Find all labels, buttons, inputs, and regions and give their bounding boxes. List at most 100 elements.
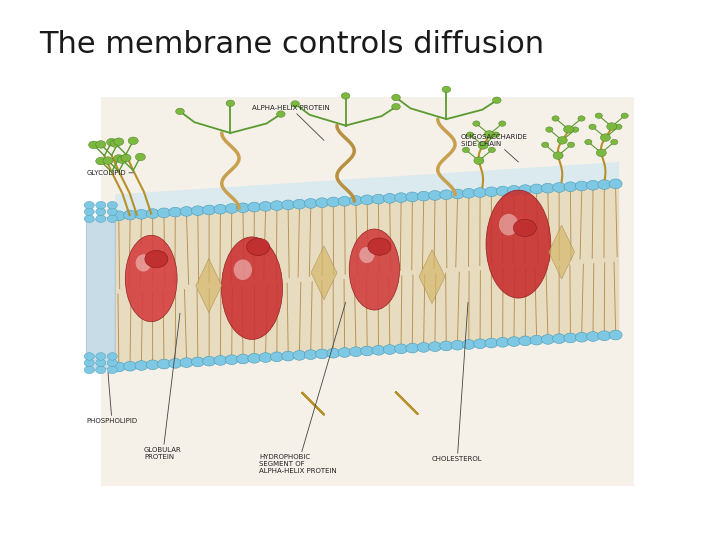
Circle shape bbox=[392, 94, 400, 101]
Circle shape bbox=[462, 147, 469, 153]
Circle shape bbox=[168, 207, 181, 217]
Circle shape bbox=[158, 208, 171, 218]
Polygon shape bbox=[419, 249, 445, 303]
Circle shape bbox=[96, 215, 106, 222]
Circle shape bbox=[135, 361, 148, 370]
Circle shape bbox=[168, 359, 181, 368]
Circle shape bbox=[615, 124, 622, 130]
Circle shape bbox=[485, 187, 498, 197]
Circle shape bbox=[246, 238, 269, 255]
Circle shape bbox=[596, 149, 606, 157]
Circle shape bbox=[406, 192, 419, 202]
Polygon shape bbox=[311, 246, 337, 300]
Circle shape bbox=[237, 354, 250, 364]
Polygon shape bbox=[86, 216, 115, 373]
Ellipse shape bbox=[349, 229, 400, 310]
Circle shape bbox=[492, 132, 500, 137]
Circle shape bbox=[315, 349, 328, 359]
Bar bbox=[101, 97, 634, 486]
Circle shape bbox=[214, 204, 227, 214]
Circle shape bbox=[225, 204, 238, 213]
Ellipse shape bbox=[486, 190, 551, 298]
Circle shape bbox=[114, 154, 124, 162]
Circle shape bbox=[84, 366, 94, 374]
Circle shape bbox=[225, 355, 238, 365]
Circle shape bbox=[107, 208, 117, 215]
Circle shape bbox=[428, 191, 441, 200]
Circle shape bbox=[248, 353, 261, 363]
Circle shape bbox=[541, 334, 554, 344]
Circle shape bbox=[553, 152, 563, 159]
Circle shape bbox=[473, 121, 480, 126]
Circle shape bbox=[519, 185, 532, 194]
Text: GLYCOLIPID: GLYCOLIPID bbox=[86, 170, 133, 176]
Circle shape bbox=[305, 199, 318, 208]
Circle shape bbox=[485, 131, 495, 138]
Circle shape bbox=[145, 251, 168, 268]
Circle shape bbox=[546, 127, 553, 132]
Circle shape bbox=[121, 154, 131, 161]
Circle shape bbox=[508, 337, 521, 347]
Ellipse shape bbox=[222, 237, 282, 340]
Circle shape bbox=[467, 132, 474, 137]
Circle shape bbox=[372, 346, 385, 355]
Circle shape bbox=[103, 157, 113, 164]
Circle shape bbox=[567, 142, 575, 147]
Circle shape bbox=[237, 203, 250, 213]
Circle shape bbox=[488, 147, 495, 153]
Circle shape bbox=[84, 201, 94, 209]
Circle shape bbox=[293, 350, 306, 360]
Circle shape bbox=[158, 359, 171, 369]
Circle shape bbox=[110, 140, 120, 147]
Circle shape bbox=[180, 207, 193, 217]
Circle shape bbox=[146, 360, 159, 370]
Polygon shape bbox=[115, 184, 619, 367]
Text: HYDROPHOBIC
SEGMENT OF
ALPHA-HELIX PROTEIN: HYDROPHOBIC SEGMENT OF ALPHA-HELIX PROTE… bbox=[259, 302, 346, 475]
Circle shape bbox=[598, 180, 611, 190]
Circle shape bbox=[128, 137, 138, 145]
Circle shape bbox=[202, 205, 215, 215]
Circle shape bbox=[112, 211, 125, 221]
Text: ALPHA-HELIX PROTEIN: ALPHA-HELIX PROTEIN bbox=[252, 105, 330, 140]
Circle shape bbox=[417, 342, 430, 352]
Circle shape bbox=[84, 353, 94, 360]
Circle shape bbox=[180, 358, 193, 368]
Circle shape bbox=[107, 201, 117, 209]
Circle shape bbox=[176, 108, 184, 114]
Circle shape bbox=[271, 201, 284, 211]
Ellipse shape bbox=[359, 247, 374, 263]
Circle shape bbox=[124, 361, 137, 371]
Circle shape bbox=[361, 346, 374, 356]
Circle shape bbox=[282, 351, 294, 361]
Circle shape bbox=[519, 336, 532, 346]
Circle shape bbox=[492, 97, 501, 104]
Circle shape bbox=[226, 100, 235, 106]
Circle shape bbox=[84, 215, 94, 222]
Circle shape bbox=[282, 200, 294, 210]
Circle shape bbox=[587, 332, 600, 341]
Circle shape bbox=[383, 193, 396, 203]
Circle shape bbox=[609, 179, 622, 188]
Circle shape bbox=[578, 116, 585, 121]
Circle shape bbox=[508, 186, 521, 195]
Circle shape bbox=[541, 142, 549, 147]
Circle shape bbox=[530, 335, 543, 345]
Polygon shape bbox=[549, 225, 575, 279]
Circle shape bbox=[462, 188, 475, 198]
Circle shape bbox=[202, 356, 215, 366]
Circle shape bbox=[621, 113, 629, 118]
Ellipse shape bbox=[233, 260, 252, 280]
Ellipse shape bbox=[135, 254, 151, 272]
Circle shape bbox=[84, 359, 94, 367]
Circle shape bbox=[611, 139, 618, 145]
Text: CHOLESTEROL: CHOLESTEROL bbox=[432, 302, 482, 462]
Circle shape bbox=[96, 208, 106, 215]
Circle shape bbox=[485, 338, 498, 348]
Circle shape bbox=[259, 201, 272, 211]
Circle shape bbox=[496, 186, 509, 196]
Circle shape bbox=[117, 156, 127, 164]
Circle shape bbox=[107, 359, 117, 367]
Circle shape bbox=[575, 181, 588, 191]
Ellipse shape bbox=[499, 214, 518, 235]
Polygon shape bbox=[115, 162, 619, 216]
